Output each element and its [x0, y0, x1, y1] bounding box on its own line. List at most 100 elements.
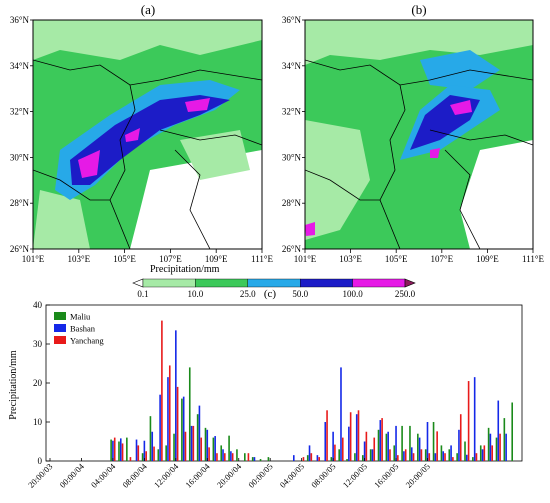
bar-bashan: [292, 455, 295, 461]
colorbar-arrow-high: [404, 278, 416, 288]
bar-bashan: [410, 447, 413, 461]
bar-yanchang: [129, 457, 132, 461]
bar-maliu: [110, 439, 112, 461]
lon-tick-label: 105°E: [385, 254, 408, 264]
bar-yanchang: [349, 412, 352, 461]
x-tick-label: 00:00/04: [57, 461, 86, 490]
colorbar-segment: [195, 278, 248, 288]
x-tick-label: 04:00/05: [278, 461, 306, 489]
bar-yanchang: [381, 418, 383, 461]
bar-bashan: [175, 330, 177, 461]
legend-label: Maliu: [70, 312, 91, 322]
bar-yanchang: [436, 431, 438, 461]
bar-bashan: [222, 449, 224, 461]
bar-maliu: [401, 425, 403, 461]
lat-tick-label: 36°N: [282, 15, 302, 25]
bar-bashan: [119, 438, 122, 461]
bar-bashan: [230, 451, 232, 461]
lat-tick-label: 26°N: [10, 244, 30, 254]
x-tick-label: 08:00/04: [120, 461, 149, 490]
bar-bashan: [253, 457, 256, 461]
bar-yanchang: [302, 457, 305, 461]
bar-maliu: [479, 445, 482, 461]
bar-maliu: [173, 433, 175, 461]
bar-yanchang: [412, 453, 415, 461]
bar-bashan: [489, 433, 492, 461]
y-tick-label: 10: [33, 417, 43, 427]
lon-tick-label: 103°E: [339, 254, 362, 264]
bar-maliu: [369, 449, 372, 461]
lon-tick-label: 111°E: [251, 254, 273, 264]
bar-maliu: [251, 457, 254, 461]
legend-swatch: [54, 312, 66, 320]
colorbar: 0.1 10.0 25.0 50.0 100.0 250.0: [132, 278, 416, 299]
lat-tick-label: 28°N: [10, 198, 30, 208]
bar-bashan: [190, 425, 193, 461]
x-tick-label: 20:00/04: [215, 461, 244, 490]
bar-bashan: [434, 453, 437, 461]
lon-tick-label: 103°E: [67, 254, 90, 264]
bar-maliu: [267, 457, 270, 461]
bar-yanchang: [113, 437, 116, 461]
colorbar-segment: [352, 278, 406, 288]
bar-maliu: [409, 425, 411, 461]
bar-yanchang: [208, 447, 210, 461]
map-axis-ticks: 101°E 103°E 105°E 107°E 109°E 111°E 36°N 34°N 32…: [10, 15, 545, 264]
lat-tick-label: 36°N: [10, 15, 30, 25]
bar-maliu: [393, 445, 396, 461]
bar-yanchang: [137, 445, 140, 461]
bar-bashan: [450, 445, 452, 461]
bar-bashan: [379, 420, 382, 461]
colorbar-level-label: 50.0: [292, 289, 308, 299]
bar-maliu: [511, 402, 513, 461]
bar-yanchang: [121, 443, 124, 461]
bar-maliu: [165, 445, 167, 461]
legend-swatch: [54, 324, 66, 332]
lon-tick-label: 107°E: [159, 254, 182, 264]
bar-bashan: [387, 431, 389, 461]
bar-yanchang: [499, 433, 501, 461]
colorbar-arrow-low: [132, 278, 144, 288]
y-tick-label: 30: [33, 339, 43, 349]
bar-bashan: [473, 377, 476, 461]
colorbar-title: Precipitation/mm: [150, 264, 220, 275]
bar-maliu: [456, 453, 458, 461]
bar-bashan: [182, 396, 185, 461]
bar-bashan: [395, 425, 397, 461]
x-tick-label: 20:00/05: [403, 461, 431, 489]
bar-maliu: [236, 449, 238, 461]
bar-yanchang: [176, 386, 179, 461]
colorbar-level-label: 25.0: [240, 289, 256, 299]
y-tick-label: 0: [38, 456, 43, 466]
bar-yanchang: [318, 457, 320, 461]
bar-yanchang: [200, 437, 203, 461]
lon-tick-label: 111°E: [522, 254, 544, 264]
bar-maliu: [338, 449, 340, 461]
map-panel-b: [305, 20, 533, 249]
bar-yanchang: [310, 453, 313, 461]
lon-tick-label: 109°E: [476, 254, 499, 264]
bar-bashan: [340, 367, 342, 461]
bar-yanchang: [397, 455, 399, 461]
bar-yanchang: [373, 437, 376, 461]
bar-maliu: [157, 449, 160, 461]
colorbar-segment: [142, 278, 196, 288]
y-tick-label: 40: [33, 300, 43, 310]
bar-bashan: [198, 405, 201, 461]
legend-label: Bashan: [70, 324, 96, 334]
legend-swatch: [54, 336, 66, 344]
lat-tick-label: 34°N: [282, 61, 302, 71]
bar-bashan: [214, 436, 216, 461]
bar-yanchang: [491, 445, 494, 461]
bar-maliu: [464, 441, 466, 461]
bar-bashan: [363, 441, 366, 461]
lon-tick-label: 101°E: [22, 254, 45, 264]
bar-bashan: [135, 439, 138, 461]
bar-maliu: [259, 459, 262, 461]
legend: Maliu Bashan Yanchang: [54, 312, 104, 346]
x-tick-label: 12:00/04: [152, 461, 181, 490]
bar-yanchang: [365, 431, 368, 461]
panel-b-label: (b): [411, 2, 426, 17]
y-axis-label: Precipitation/mm: [8, 350, 19, 420]
